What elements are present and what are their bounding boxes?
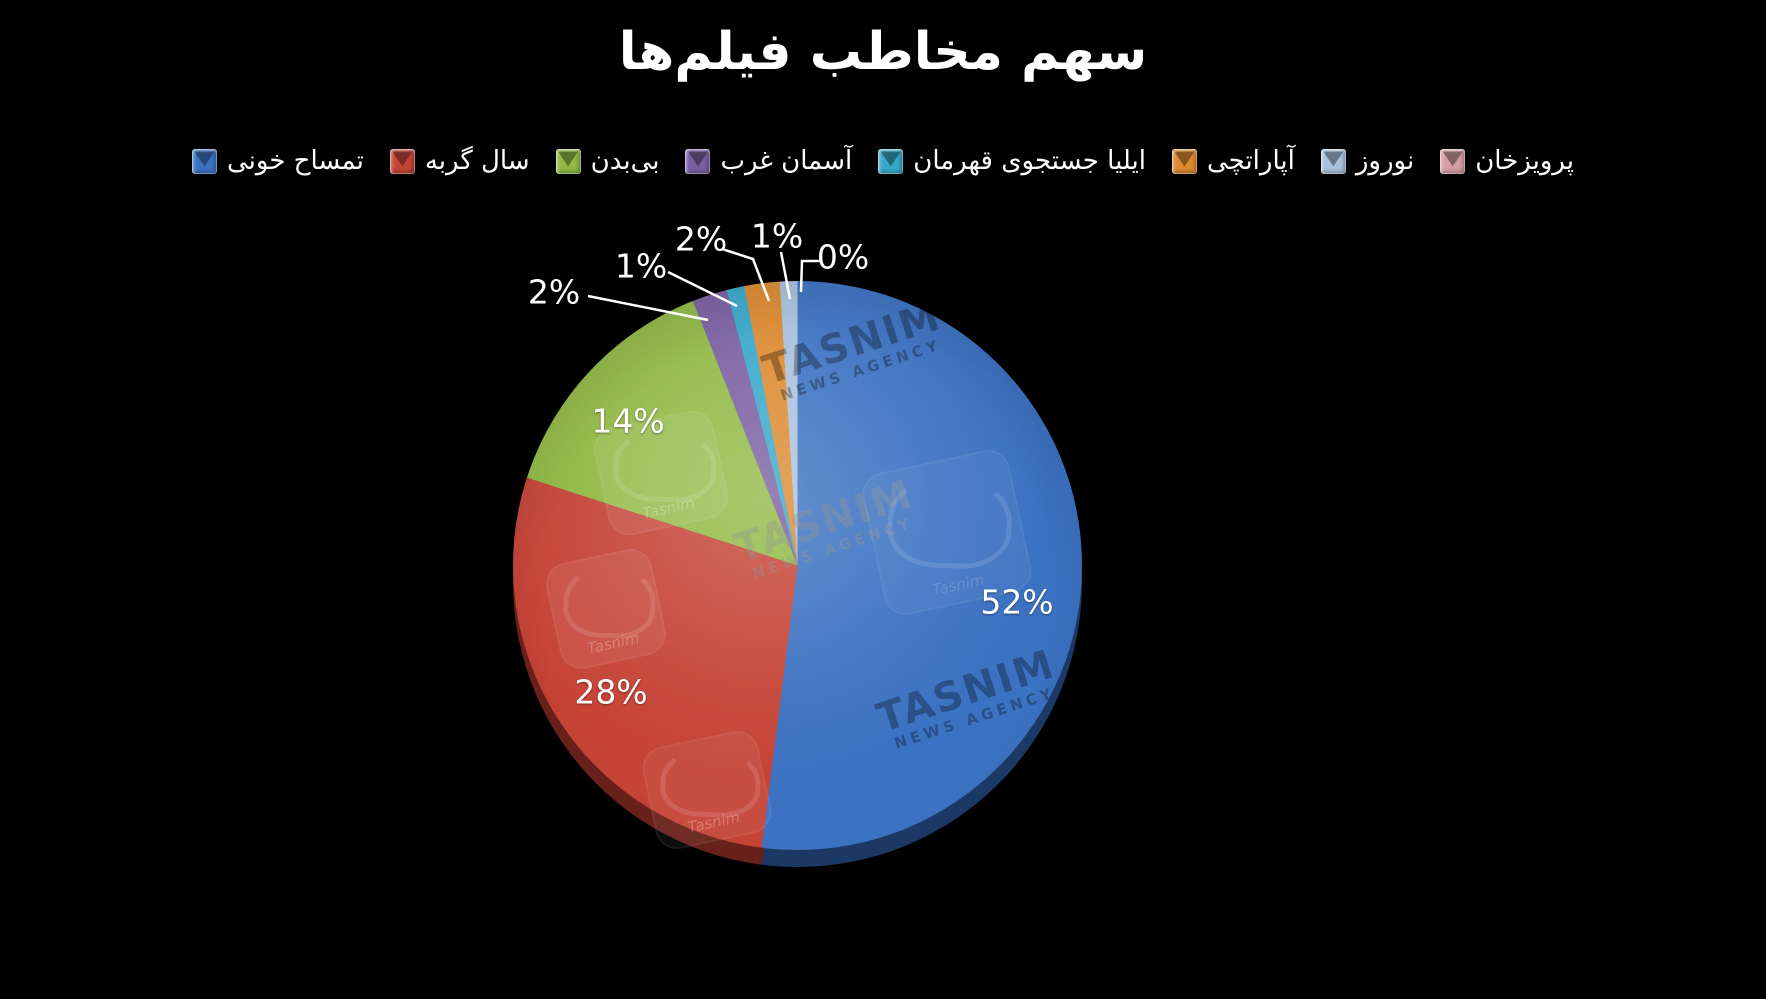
legend-label: آسمان غرب: [720, 146, 853, 176]
legend-color-marker: [555, 148, 581, 174]
slice-percent-label: 52%: [980, 582, 1054, 622]
legend-label: سال گربه: [424, 146, 530, 176]
slice-percent-label: 1%: [750, 216, 804, 256]
pie-chart: [513, 281, 1082, 867]
legend-item: آپاراتچی: [1171, 146, 1295, 176]
legend-item: نوروز: [1320, 146, 1415, 176]
legend-item: بی‌بدن: [555, 146, 660, 176]
legend-label: نوروز: [1355, 146, 1415, 176]
legend-item: ایلیا جستجوی قهرمان: [878, 146, 1146, 176]
legend-item: سال گربه: [389, 146, 530, 176]
legend-item: آسمان غرب: [685, 146, 852, 176]
pie-slices: [513, 281, 1082, 850]
legend-label: پرویزخان: [1475, 146, 1574, 176]
legend-color-marker: [685, 148, 711, 174]
legend-color-marker: [1320, 148, 1346, 174]
slice-percent-label: 28%: [574, 672, 648, 712]
chart-title: سهم مخاطب فیلم‌ها: [618, 22, 1148, 82]
legend-color-marker: [191, 148, 217, 174]
legend-color-marker: [1440, 148, 1466, 174]
legend-color-marker: [1171, 148, 1197, 174]
slice-percent-label: 14%: [591, 401, 665, 441]
legend-label: آپاراتچی: [1206, 146, 1295, 176]
legend-color-marker: [389, 148, 415, 174]
slice-percent-label: 0%: [816, 237, 870, 277]
legend-item: تمساح خونی: [191, 146, 364, 176]
legend-color-marker: [878, 148, 904, 174]
legend-label: تمساح خونی: [226, 146, 364, 176]
chart-legend: تمساح خونی سال گربه بی‌بدن آسمان غرب ایلیا ج…: [0, 146, 1766, 176]
slice-percent-label: 2%: [674, 219, 728, 259]
slice-percent-label: 2%: [527, 272, 581, 312]
legend-item: پرویزخان: [1440, 146, 1574, 176]
slice-percent-label: 1%: [614, 246, 668, 286]
legend-label: بی‌بدن: [590, 146, 660, 176]
legend-label: ایلیا جستجوی قهرمان: [913, 146, 1146, 176]
